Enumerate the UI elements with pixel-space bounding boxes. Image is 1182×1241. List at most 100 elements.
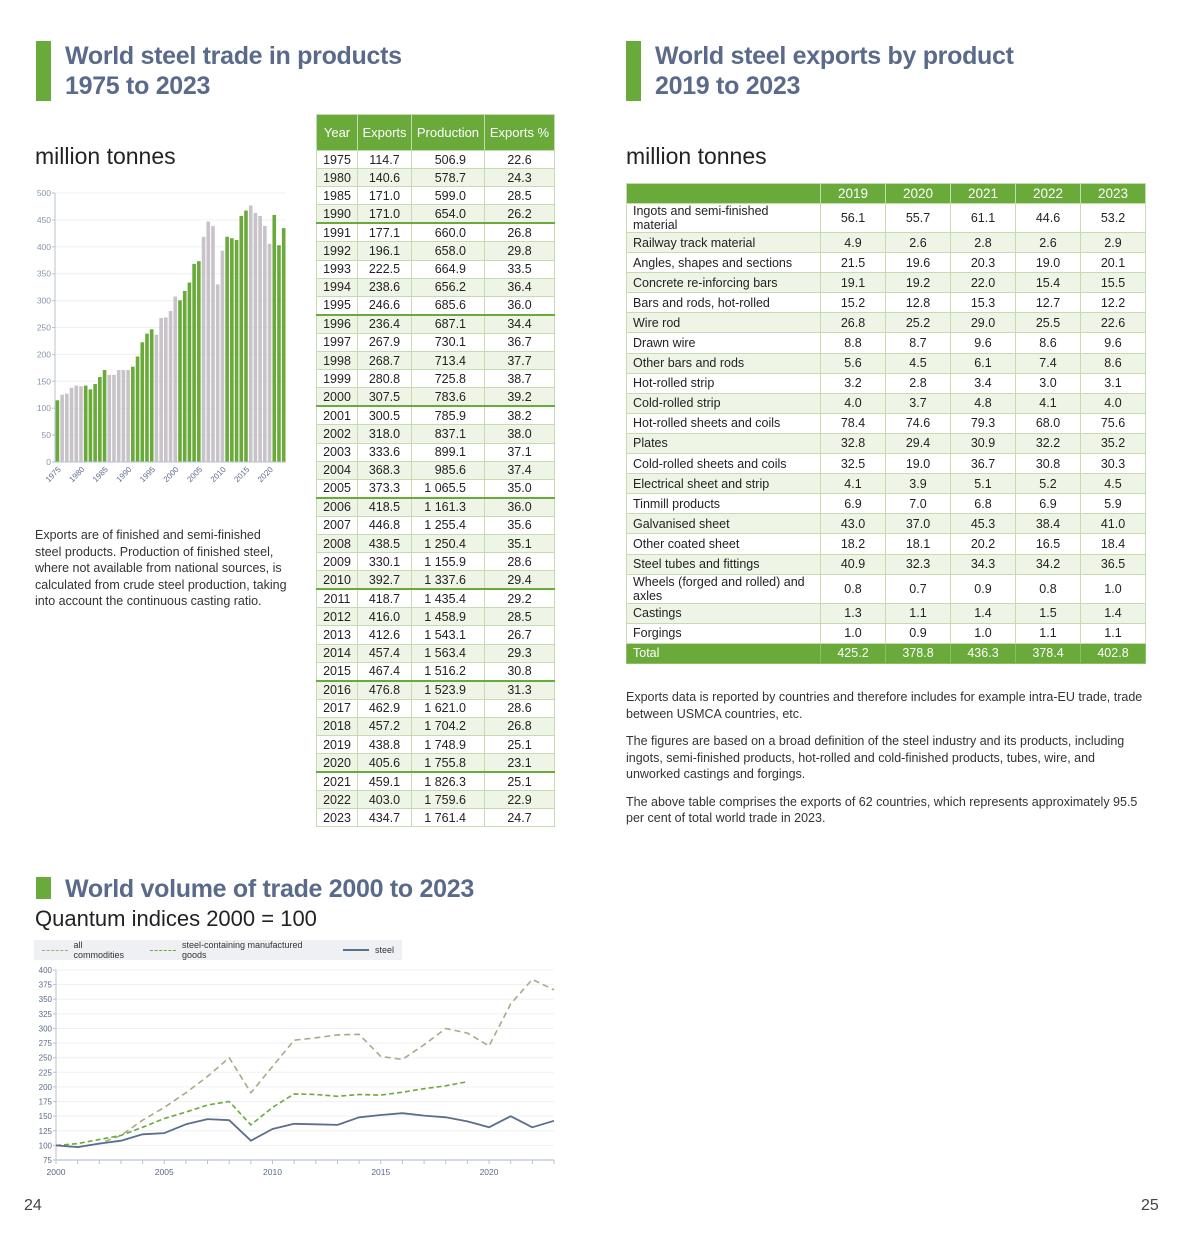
exports-pct-cell: 26.8 xyxy=(484,716,555,737)
exports-table-header: 2019 2020 2021 2022 2023 xyxy=(626,183,1146,204)
value-cell: 1.4 xyxy=(950,602,1016,624)
product-label: Concrete re-inforcing bars xyxy=(626,272,821,294)
y-tick-label: 450 xyxy=(37,215,51,225)
table-row: 2010 392.7 1 337.6 29.4 xyxy=(316,570,555,590)
bar-1983 xyxy=(93,383,97,462)
y-tick-label: 225 xyxy=(39,1068,53,1077)
bar-2002 xyxy=(182,290,187,462)
value-cell: 0.7 xyxy=(885,573,951,604)
y-tick-label: 350 xyxy=(39,995,53,1004)
y-tick-label: 375 xyxy=(39,981,53,990)
value-cell: 4.0 xyxy=(820,392,886,414)
table-row: 2000 307.5 783.6 39.2 xyxy=(316,387,555,407)
value-cell: 3.7 xyxy=(885,392,951,414)
bar-1980 xyxy=(79,386,83,462)
year-cell: 2020 xyxy=(316,753,358,773)
exports-cell: 300.5 xyxy=(357,405,412,426)
legend-label: steel xyxy=(374,945,394,955)
value-cell: 7.4 xyxy=(1015,352,1081,374)
exports-pct-cell: 38.2 xyxy=(484,405,555,426)
x-tick-label: 2020 xyxy=(480,1167,499,1177)
exports-pct-cell: 29.2 xyxy=(484,588,555,609)
table-row: 2017 462.9 1 621.0 28.6 xyxy=(316,698,555,718)
production-cell: 1 523.9 xyxy=(410,679,486,700)
volume-line-chart: 75 100 125 150 175 200 225 250 275 300 325 350 375 40… xyxy=(39,966,555,1177)
product-label: Cold-rolled strip xyxy=(626,392,821,414)
exports-cell: 140.6 xyxy=(357,168,412,188)
table-row: Hot-rolled strip 3.2 2.8 3.4 3.0 3.1 xyxy=(626,372,1146,394)
bar-1979 xyxy=(74,385,79,462)
table-row: 2021 459.1 1 826.3 25.1 xyxy=(316,771,555,792)
value-cell: 0.8 xyxy=(1015,573,1081,604)
table-row: 1994 238.6 656.2 36.4 xyxy=(316,277,555,297)
exports-cell: 467.4 xyxy=(357,661,412,682)
exports-notes: Exports data is reported by countries an… xyxy=(626,689,1151,838)
production-cell: 1 704.2 xyxy=(410,716,486,737)
year-cell: 2004 xyxy=(316,460,358,480)
y-tick-label: 150 xyxy=(37,376,51,386)
table-row: 2001 300.5 785.9 38.2 xyxy=(316,405,555,426)
column-header: 2023 xyxy=(1080,183,1146,204)
table-row: 1998 268.7 713.4 37.7 xyxy=(316,351,555,371)
product-label: Tinmill products xyxy=(626,493,821,515)
product-label: Castings xyxy=(626,602,821,624)
year-cell: 2023 xyxy=(316,808,358,828)
trade-heading-line1: World steel trade in products xyxy=(65,42,402,70)
year-cell: 2013 xyxy=(316,625,358,645)
year-cell: 1994 xyxy=(316,277,358,297)
production-cell: 713.4 xyxy=(410,351,486,371)
bar-2001 xyxy=(178,300,182,462)
bar-1986 xyxy=(107,374,112,462)
value-cell: 15.3 xyxy=(950,292,1016,314)
value-cell: 61.1 xyxy=(950,203,1016,233)
value-cell: 45.3 xyxy=(950,513,1016,535)
value-cell: 3.2 xyxy=(820,372,886,394)
value-cell: 19.0 xyxy=(1015,252,1081,274)
column-header: 2021 xyxy=(950,183,1016,204)
bar-2013 xyxy=(234,240,239,462)
value-cell: 7.0 xyxy=(885,493,951,515)
exports-pct-cell: 26.7 xyxy=(484,625,555,645)
table-row: Other coated sheet 18.2 18.1 20.2 16.5 18.4 xyxy=(626,533,1146,555)
year-cell: 2021 xyxy=(316,771,358,792)
exports-cell: 267.9 xyxy=(357,332,412,353)
trade-heading-title: World steel trade in products 1975 to 20… xyxy=(65,41,402,101)
table-row: Tinmill products 6.9 7.0 6.8 6.9 5.9 xyxy=(626,493,1146,515)
value-cell: 4.8 xyxy=(950,392,1016,414)
year-cell: 2009 xyxy=(316,552,358,572)
bar-1977 xyxy=(65,393,69,462)
production-cell: 985.6 xyxy=(410,460,486,480)
exports-pct-cell: 36.0 xyxy=(484,496,555,517)
exports-cell: 268.7 xyxy=(357,351,412,371)
value-cell: 16.5 xyxy=(1015,533,1081,555)
product-label: Ingots and semi-finished material xyxy=(626,203,821,233)
trade-table-header: Year Exports Production Exports % xyxy=(316,114,555,151)
exports-pct-cell: 36.0 xyxy=(484,295,555,316)
value-cell: 38.4 xyxy=(1015,513,1081,535)
exports-pct-cell: 29.8 xyxy=(484,241,555,261)
bar-1992 xyxy=(135,356,140,462)
year-cell: 1975 xyxy=(316,149,358,170)
exports-pct-cell: 22.9 xyxy=(484,790,555,810)
exports-cell: 307.5 xyxy=(357,387,412,407)
value-cell: 6.9 xyxy=(1015,493,1081,515)
table-row: Other bars and rods 5.6 4.5 6.1 7.4 8.6 xyxy=(626,352,1146,374)
page-number-left: 24 xyxy=(24,1197,42,1214)
bar-2019 xyxy=(263,225,267,462)
exports-cell: 333.6 xyxy=(357,442,412,462)
column-header: Year xyxy=(316,114,358,151)
value-cell: 2.8 xyxy=(885,372,951,394)
production-cell: 1 543.1 xyxy=(410,625,486,645)
value-cell: 3.9 xyxy=(885,473,951,495)
table-row: 2014 457.4 1 563.4 29.3 xyxy=(316,643,555,663)
x-tick-label: 1975 xyxy=(44,465,63,484)
table-row: Forgings 1.0 0.9 1.0 1.1 1.1 xyxy=(626,622,1146,644)
value-cell: 75.6 xyxy=(1080,412,1146,434)
exports-pct-cell: 26.8 xyxy=(484,222,555,243)
y-tick-label: 175 xyxy=(39,1098,53,1107)
production-cell: 1 255.4 xyxy=(410,515,486,535)
exports-pct-cell: 28.5 xyxy=(484,186,555,206)
year-cell: 2016 xyxy=(316,679,358,700)
year-cell: 2019 xyxy=(316,734,358,755)
bar-1990 xyxy=(126,370,130,462)
